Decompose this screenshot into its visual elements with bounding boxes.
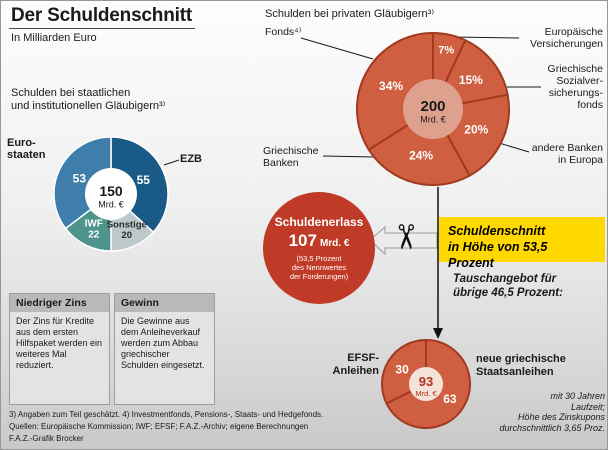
label-line-fonds <box>300 37 374 60</box>
pie-center-value: 93 <box>419 374 433 389</box>
page-subtitle: In Milliarden Euro <box>11 32 97 44</box>
debt-relief-unit: Mrd. € <box>319 238 350 249</box>
pie-slice-label: 20% <box>464 123 488 137</box>
info-box-body: Die Gewinne aus dem Anleiheverkauf werde… <box>115 312 214 404</box>
footnote-line: 3) Angaben zum Teil geschätzt. 4) Invest… <box>9 410 324 419</box>
label-new-bonds: neue griechische Staatsanleihen <box>476 353 566 378</box>
pie-center-unit: Mrd. € <box>420 115 446 125</box>
debt-relief-value-row: 107 Mrd. € <box>289 231 350 251</box>
credit-line: F.A.Z.-Grafik Brocker <box>9 434 84 443</box>
pie-center-value: 150 <box>99 183 123 199</box>
scissors-icon: ✂ <box>386 222 424 252</box>
debt-relief-note: (53,5 Prozent des Nennwertes der Forderu… <box>289 254 349 281</box>
label-ezb: EZB <box>180 153 202 165</box>
info-box-title: Niedriger Zins <box>10 294 109 312</box>
left-arrow <box>369 225 438 256</box>
label-eurostaaten: Euro- staaten <box>7 137 46 161</box>
label-line-andere-banken <box>498 142 530 153</box>
bond-terms-note: mit 30 Jahren Laufzeit; Höhe des Zinskup… <box>499 391 605 433</box>
public-creditors-heading: Schulden bei staatlichen und institution… <box>11 87 166 112</box>
exchange-offer-text: Tauschangebot für übrige 46,5 Prozent: <box>453 273 563 299</box>
sources-line: Quellen: Europäische Kommission; IWF; EF… <box>9 422 309 431</box>
pie-slice-label: 30 <box>395 362 409 376</box>
debt-relief-title: Schuldenerlass <box>274 215 364 229</box>
label-sozialversicherungsfonds: Griechische Sozialver- sicherungs- fonds <box>547 63 603 111</box>
info-box-title: Gewinn <box>115 294 214 312</box>
label-line-griechische-banken <box>322 155 376 158</box>
title-divider <box>9 28 195 29</box>
pie-slice-label: 34% <box>379 79 403 93</box>
pie-center-disc <box>403 79 463 139</box>
pie-slice-label: 15% <box>459 73 483 87</box>
page-title: Der Schuldenschnitt <box>11 5 192 26</box>
pie-slice-griechische-banken <box>367 107 471 186</box>
pie-slice-label: 24% <box>409 149 433 163</box>
pie-center-unit: Mrd. € <box>98 200 124 210</box>
debt-relief-value: 107 <box>288 231 317 250</box>
down-arrow-head <box>433 328 443 339</box>
pie-center-disc <box>409 367 443 401</box>
pie-slice-label: 53 <box>73 171 87 185</box>
pie-slice-ezb <box>110 136 169 234</box>
pie-center-value: 200 <box>420 98 445 115</box>
pie-slice-label: 55 <box>137 173 151 187</box>
pie-slice-label: 7% <box>438 45 454 57</box>
debt-relief-circle: Schuldenerlass 107 Mrd. € (53,5 Prozent … <box>263 192 375 304</box>
label-efsf-anleihen: EFSF- Anleihen <box>332 352 379 377</box>
pie-slice-eurostaaten <box>53 136 112 230</box>
pie-slice-label: 63 <box>443 392 457 406</box>
label-versicherungen: Europäische Versicherungen <box>530 26 603 50</box>
pie-slice-label: Sonstige 20 <box>107 219 147 241</box>
label-andere-banken: andere Banken in Europa <box>531 142 603 166</box>
label-fonds: Fonds⁴⁾ <box>265 26 302 38</box>
pie-center-unit: Mrd. € <box>415 389 437 398</box>
pie-slice-label: IWF 22 <box>85 219 103 241</box>
label-griechische-banken: Griechische Banken <box>263 145 319 169</box>
info-box-gewinn: Gewinn Die Gewinne aus dem Anleiheverkau… <box>114 293 215 405</box>
label-line-versicherungen <box>450 36 520 39</box>
pie-center-disc <box>85 168 137 220</box>
label-line-ezb <box>163 159 180 166</box>
info-box-niedriger-zins: Niedriger Zins Der Zins für Kredite aus … <box>9 293 110 405</box>
info-box-body: Der Zins für Kredite aus dem ersten Hilf… <box>10 312 109 404</box>
private-creditors-heading: Schulden bei privaten Gläubigern³⁾ <box>265 8 435 20</box>
haircut-highlight: Schuldenschnitt in Höhe von 53,5 Prozent <box>439 217 605 270</box>
